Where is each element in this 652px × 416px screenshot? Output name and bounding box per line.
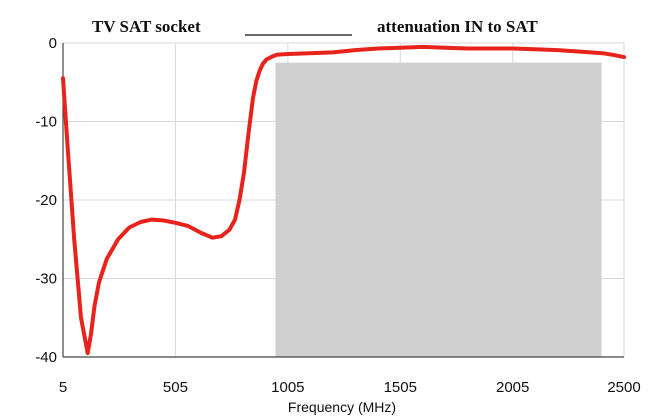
series-layer xyxy=(61,44,626,356)
chart-title-right: attenuation IN to SAT xyxy=(377,17,538,36)
y-tick-label: -10 xyxy=(35,114,57,131)
band-rect xyxy=(275,62,602,357)
x-tick-labels: 5 505 1005 1505 2005 2500 xyxy=(59,379,641,396)
x-tick-label: 5 xyxy=(59,379,67,396)
y-tick-label: 0 xyxy=(49,35,57,52)
x-tick-label: 1005 xyxy=(271,379,304,396)
attenuation-curve xyxy=(61,44,626,356)
x-tick-label: 2005 xyxy=(496,379,529,396)
y-tick-label: -40 xyxy=(35,349,57,366)
y-tick-label: -30 xyxy=(35,271,57,288)
y-tick-labels: 0 -10 -20 -30 -40 xyxy=(35,35,57,366)
chart-title-left: TV SAT socket xyxy=(92,17,201,36)
shaded-band xyxy=(275,62,602,357)
y-tick-label: -20 xyxy=(35,192,57,209)
x-axis-label: Frequency (MHz) xyxy=(288,399,396,415)
x-tick-label: 2500 xyxy=(607,379,640,396)
x-tick-label: 505 xyxy=(163,379,188,396)
x-tick-label: 1505 xyxy=(384,379,417,396)
